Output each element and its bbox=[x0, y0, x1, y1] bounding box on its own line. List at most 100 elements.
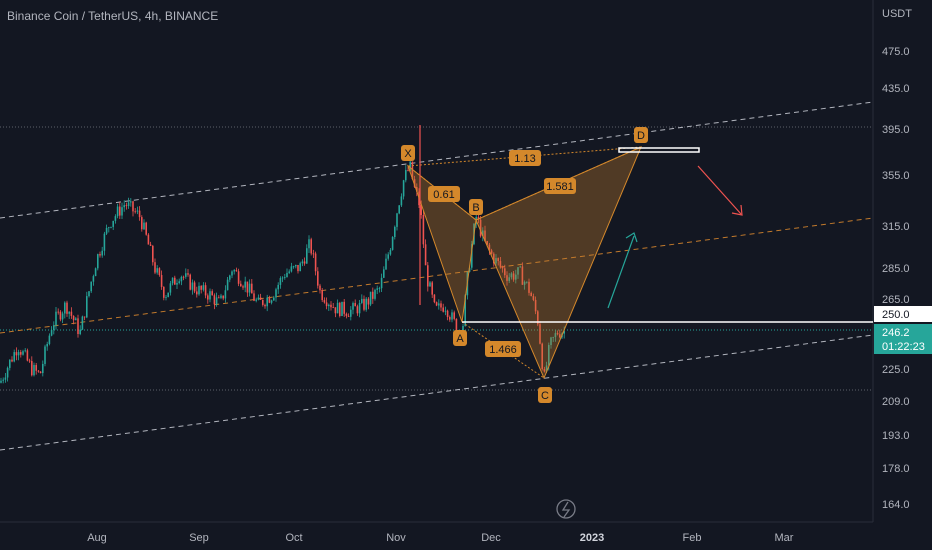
countdown: 01:22:23 bbox=[882, 341, 925, 353]
candle-body bbox=[499, 261, 502, 267]
candle-body bbox=[350, 309, 352, 317]
candle-body bbox=[121, 207, 123, 216]
candle-body bbox=[484, 230, 486, 242]
candle-body bbox=[506, 275, 508, 281]
candle-body bbox=[332, 307, 334, 309]
candle-body bbox=[119, 206, 121, 216]
candle-body bbox=[380, 277, 383, 289]
candle-body bbox=[136, 210, 139, 212]
ratio-badge bbox=[544, 178, 576, 194]
candle-body bbox=[541, 343, 543, 370]
candle-body bbox=[6, 367, 9, 378]
candle-body bbox=[182, 276, 185, 278]
candle-body bbox=[152, 245, 154, 263]
candle-body bbox=[222, 295, 224, 299]
candle-body bbox=[231, 271, 233, 276]
candle-body bbox=[141, 217, 143, 230]
candle-body bbox=[363, 298, 365, 310]
candle-body bbox=[552, 337, 554, 338]
price-tick-label: 164.0 bbox=[882, 499, 910, 511]
pattern-point-badge bbox=[469, 199, 483, 215]
channel-lower[interactable] bbox=[0, 334, 874, 451]
candle-body bbox=[290, 266, 293, 272]
candle-body bbox=[257, 297, 260, 300]
candle-body bbox=[361, 298, 363, 303]
candle-body bbox=[532, 296, 535, 300]
candle-body bbox=[46, 343, 48, 347]
pattern-point-badge bbox=[453, 330, 467, 346]
candle-body bbox=[385, 258, 387, 270]
candle-body bbox=[149, 244, 152, 246]
candle-body bbox=[493, 253, 495, 264]
candle-body bbox=[77, 318, 79, 334]
candle-body bbox=[154, 262, 156, 273]
chart-title: Binance Coin / TetherUS, 4h, BINANCE bbox=[7, 9, 219, 23]
candle-body bbox=[108, 227, 110, 229]
candle-body bbox=[405, 169, 407, 181]
target-zone[interactable] bbox=[618, 147, 700, 153]
candle-body bbox=[407, 169, 409, 171]
candle-body bbox=[233, 270, 235, 272]
candle-body bbox=[389, 249, 392, 255]
candle-body bbox=[286, 272, 288, 278]
price-scale[interactable] bbox=[873, 0, 932, 550]
candle-body bbox=[37, 370, 40, 372]
candle-body bbox=[277, 284, 279, 290]
price-tick-label: 265.0 bbox=[882, 294, 910, 306]
ratio-badge bbox=[485, 341, 521, 357]
candle-body bbox=[297, 264, 299, 272]
candle-body bbox=[343, 301, 345, 314]
last-price-badge[interactable]: 246.2 01:22:23 bbox=[874, 324, 932, 354]
price-tick-label: 209.0 bbox=[882, 396, 910, 408]
candle-body bbox=[446, 310, 449, 318]
arrow-down[interactable] bbox=[697, 165, 743, 216]
candle-body bbox=[442, 307, 444, 312]
candle-body bbox=[134, 211, 136, 213]
harmonic-pattern[interactable] bbox=[406, 146, 642, 380]
candle-body bbox=[510, 273, 513, 278]
candle-body bbox=[13, 352, 15, 362]
pattern-point-badge bbox=[538, 387, 552, 403]
candle-body bbox=[198, 285, 200, 295]
candle-body bbox=[319, 285, 321, 291]
candle-body bbox=[356, 306, 359, 314]
last-price: 246.2 bbox=[882, 327, 910, 339]
candle-body bbox=[17, 352, 20, 356]
candle-body bbox=[372, 291, 374, 299]
candle-body bbox=[11, 359, 13, 362]
candle-body bbox=[105, 227, 108, 234]
candle-body bbox=[391, 236, 394, 250]
channel-middle[interactable] bbox=[0, 217, 874, 334]
candle-body bbox=[550, 337, 552, 346]
time-tick-label: 2023 bbox=[580, 532, 604, 544]
channel-upper[interactable] bbox=[0, 101, 874, 219]
candle-body bbox=[284, 277, 286, 278]
candle-body bbox=[48, 335, 51, 344]
candle-body bbox=[279, 278, 282, 285]
candle-body bbox=[262, 299, 264, 305]
lightning-icon[interactable] bbox=[556, 499, 576, 519]
alert-badge[interactable]: 250.0 bbox=[874, 306, 932, 322]
candle-body bbox=[530, 292, 532, 297]
candle-body bbox=[240, 283, 242, 287]
candle-body bbox=[545, 365, 548, 372]
candlestick-series bbox=[0, 158, 565, 384]
candle-body bbox=[130, 201, 132, 203]
candle-body bbox=[86, 296, 88, 318]
candle-body bbox=[200, 285, 202, 290]
candle-body bbox=[57, 311, 59, 313]
candle-body bbox=[207, 295, 209, 300]
candle-body bbox=[312, 253, 315, 255]
pattern-point-badge bbox=[634, 127, 648, 143]
candle-body bbox=[528, 281, 530, 293]
candle-body bbox=[526, 281, 528, 283]
candle-body bbox=[97, 254, 99, 269]
candle-body bbox=[358, 302, 361, 314]
arrow-up[interactable] bbox=[607, 232, 638, 309]
candle-body bbox=[453, 312, 455, 319]
candle-body bbox=[20, 352, 22, 355]
candle-body bbox=[378, 288, 381, 289]
candle-body bbox=[504, 268, 506, 276]
candle-body bbox=[53, 325, 55, 330]
